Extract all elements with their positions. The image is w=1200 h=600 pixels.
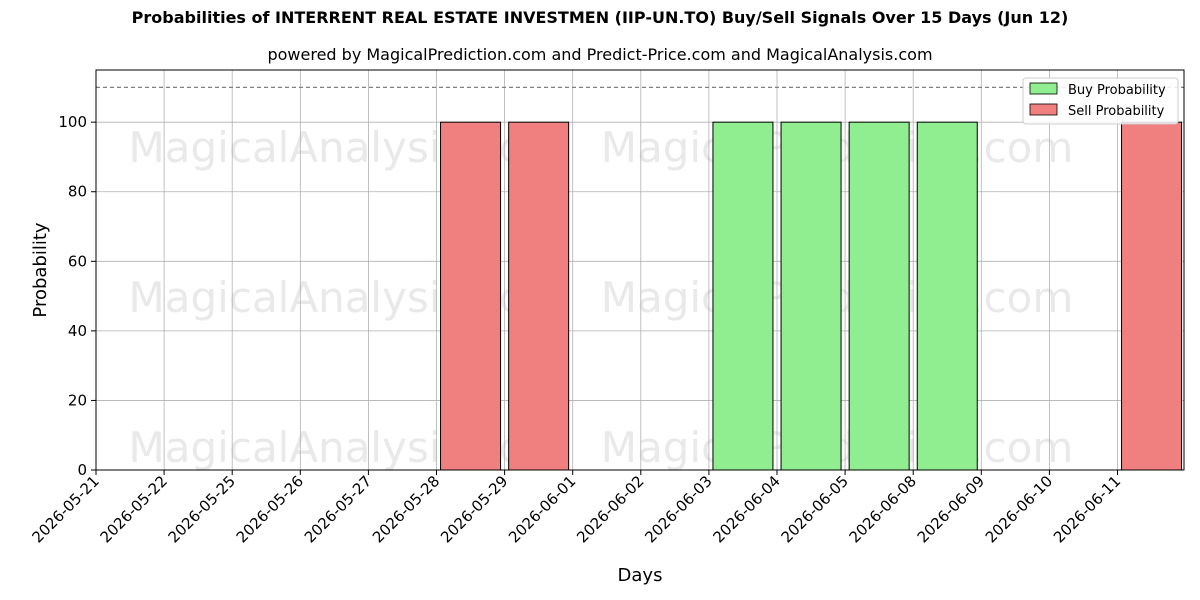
buy-bar bbox=[780, 121, 842, 471]
plot-frame bbox=[95, 69, 1185, 471]
x-tick-label: 2026-06-05 bbox=[778, 472, 852, 546]
x-tick-label: 2026-05-28 bbox=[369, 472, 443, 546]
legend-label-sell: Sell Probability bbox=[1068, 104, 1165, 119]
y-axis-title: Probability bbox=[30, 222, 51, 317]
x-tick-label: 2026-05-26 bbox=[233, 472, 307, 546]
x-tick-label: 2026-05-21 bbox=[28, 472, 102, 546]
buy-bar bbox=[848, 121, 910, 471]
y-tick-label: 40 bbox=[68, 322, 87, 340]
x-tick-label: 2026-05-25 bbox=[165, 472, 239, 546]
x-tick-label: 2026-06-04 bbox=[709, 472, 783, 546]
legend-frame bbox=[1022, 77, 1179, 125]
y-tick-label: 20 bbox=[68, 391, 87, 409]
sell-bar bbox=[440, 121, 502, 471]
x-tick-label: 2026-06-10 bbox=[982, 472, 1056, 546]
x-tick-label: 2026-06-03 bbox=[641, 472, 715, 546]
sell-bar bbox=[1121, 121, 1183, 471]
x-tick-label: 2026-06-02 bbox=[573, 472, 647, 546]
sell-bar bbox=[508, 121, 570, 471]
legend-label-buy: Buy Probability bbox=[1068, 83, 1166, 98]
x-tick-label: 2026-05-29 bbox=[437, 472, 511, 546]
bar-layer bbox=[440, 121, 1183, 471]
x-tick-label: 2026-06-11 bbox=[1050, 472, 1124, 546]
chart-title: Probabilities of INTERRENT REAL ESTATE I… bbox=[131, 8, 1069, 27]
x-tick-label: 2026-06-01 bbox=[505, 472, 579, 546]
legend: Buy Probability Sell Probability bbox=[1022, 77, 1179, 125]
legend-swatch-sell bbox=[1029, 103, 1058, 116]
y-tick-label: 100 bbox=[58, 113, 87, 131]
y-tick-label: 0 bbox=[77, 461, 87, 479]
x-tick-label: 2026-05-22 bbox=[97, 472, 171, 546]
x-tick-label: 2026-05-27 bbox=[301, 472, 375, 546]
chart-subtitle: powered by MagicalPrediction.com and Pre… bbox=[267, 45, 933, 64]
x-tick-label: 2026-06-09 bbox=[914, 472, 988, 546]
y-tick-label: 80 bbox=[68, 183, 87, 201]
buy-bar bbox=[712, 121, 774, 471]
buy-bar bbox=[916, 121, 978, 471]
x-axis-title: Days bbox=[618, 565, 663, 586]
legend-swatch-buy bbox=[1029, 82, 1058, 95]
x-tick-label: 2026-06-08 bbox=[846, 472, 920, 546]
y-tick-label: 60 bbox=[68, 252, 87, 270]
